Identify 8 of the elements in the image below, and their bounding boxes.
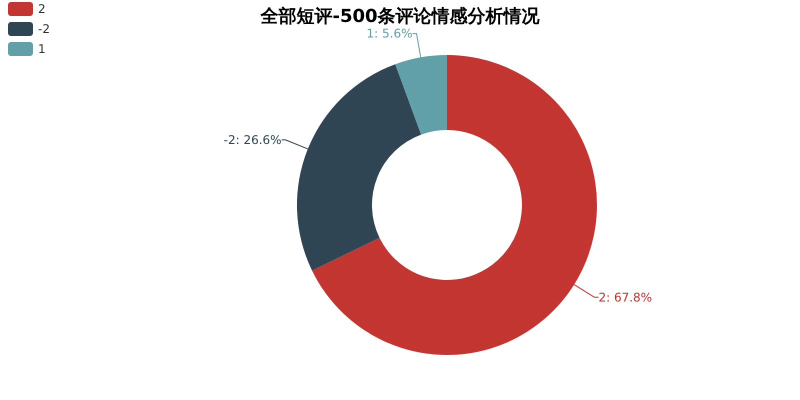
legend-label: 1 (38, 42, 46, 56)
data-label: -2: 26.6% (224, 132, 282, 147)
donut-slice (312, 55, 597, 355)
legend-label: -2 (38, 22, 50, 36)
chart-title: 全部短评-500条评论情感分析情况 (260, 6, 540, 27)
data-label: 2: 67.8% (598, 290, 652, 304)
data-label: 1: 5.6% (366, 26, 413, 41)
legend-label: 2 (38, 2, 46, 16)
